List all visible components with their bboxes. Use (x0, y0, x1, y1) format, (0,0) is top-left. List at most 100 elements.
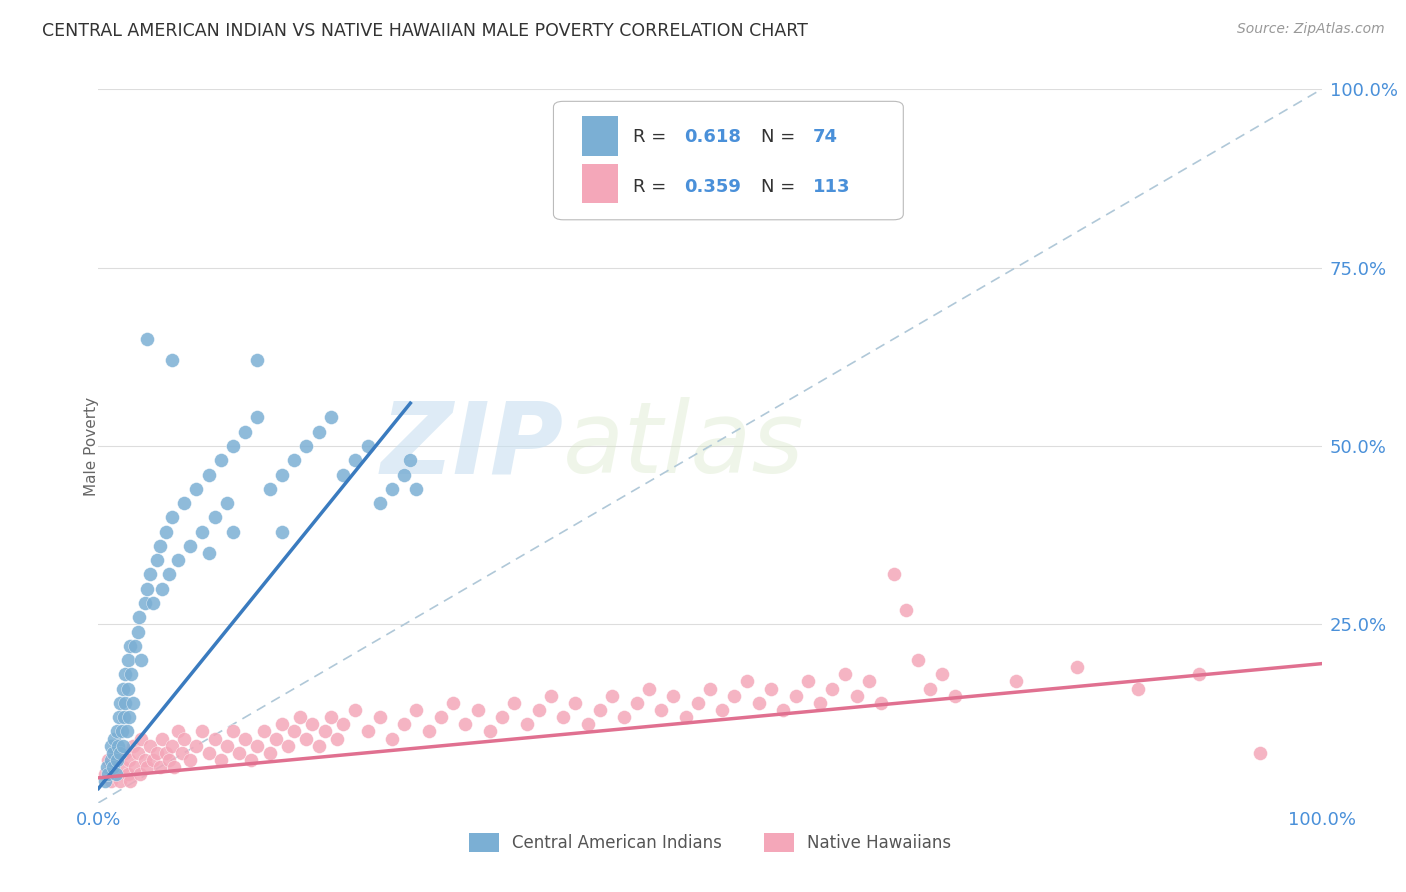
Point (314, 724, 336, 739)
Point (107, 739, 129, 753)
Point (118, 753, 141, 767)
Point (157, 567, 180, 582)
Point (576, 717, 599, 731)
Point (136, 582, 159, 596)
Point (197, 746, 219, 760)
Point (527, 703, 550, 717)
Point (301, 717, 323, 731)
Point (124, 760, 146, 774)
Point (222, 724, 245, 739)
Text: 0.359: 0.359 (685, 178, 741, 196)
Text: N =: N = (762, 128, 801, 146)
Point (139, 567, 162, 582)
Point (104, 767, 127, 781)
Point (283, 724, 305, 739)
Point (246, 739, 269, 753)
Point (515, 717, 537, 731)
Point (101, 760, 124, 774)
Text: ZIP: ZIP (380, 398, 564, 494)
Point (907, 653, 929, 667)
Point (186, 482, 208, 496)
Point (332, 717, 354, 731)
Text: Source: ZipAtlas.com: Source: ZipAtlas.com (1237, 22, 1385, 37)
Point (772, 703, 794, 717)
Point (114, 667, 136, 681)
Point (478, 724, 501, 739)
Point (834, 667, 856, 681)
Point (600, 689, 623, 703)
Point (149, 760, 172, 774)
Point (114, 696, 136, 710)
Point (894, 603, 917, 617)
Point (441, 696, 464, 710)
Point (134, 753, 156, 767)
Point (120, 774, 142, 789)
Point (129, 731, 152, 746)
Point (344, 703, 367, 717)
Point (675, 710, 697, 724)
Point (173, 496, 195, 510)
Bar (582, 164, 619, 203)
Point (142, 753, 165, 767)
Bar (582, 116, 619, 155)
Point (392, 717, 416, 731)
Point (418, 724, 440, 739)
Point (723, 689, 745, 703)
Point (650, 703, 672, 717)
Point (127, 746, 149, 760)
Point (155, 524, 177, 539)
Point (186, 739, 208, 753)
Point (104, 746, 127, 760)
Point (883, 567, 905, 582)
Point (319, 410, 342, 425)
Point (150, 582, 173, 596)
Y-axis label: Male Poverty: Male Poverty (84, 396, 98, 496)
Point (129, 767, 152, 781)
Point (110, 774, 132, 789)
Point (540, 689, 562, 703)
Point (160, 353, 183, 368)
Point (246, 353, 269, 368)
Point (870, 696, 893, 710)
Point (105, 724, 128, 739)
Point (589, 703, 612, 717)
Point (167, 553, 190, 567)
Point (270, 524, 294, 539)
Point (170, 746, 193, 760)
Point (1066, 660, 1088, 674)
Point (163, 760, 186, 774)
Point (290, 710, 312, 724)
Point (134, 596, 156, 610)
Point (392, 467, 416, 482)
Point (270, 467, 294, 482)
Point (105, 753, 128, 767)
Point (155, 746, 177, 760)
Point (246, 410, 269, 425)
Point (808, 696, 831, 710)
Point (117, 767, 139, 781)
Point (209, 753, 232, 767)
Point (626, 696, 648, 710)
Point (821, 681, 844, 696)
Text: 0.618: 0.618 (685, 128, 741, 146)
Text: R =: R = (633, 178, 672, 196)
Point (233, 731, 256, 746)
Point (295, 439, 318, 453)
Point (233, 425, 256, 439)
Point (121, 739, 143, 753)
Point (735, 674, 758, 689)
Point (381, 731, 404, 746)
Point (117, 681, 139, 696)
Point (121, 696, 143, 710)
Point (128, 610, 150, 624)
Point (319, 710, 342, 724)
Point (204, 510, 226, 524)
Point (553, 710, 575, 724)
Point (1004, 674, 1026, 689)
Point (662, 689, 685, 703)
Point (100, 739, 122, 753)
Point (454, 717, 477, 731)
Point (356, 724, 378, 739)
Point (308, 425, 330, 439)
Point (93, 774, 115, 789)
